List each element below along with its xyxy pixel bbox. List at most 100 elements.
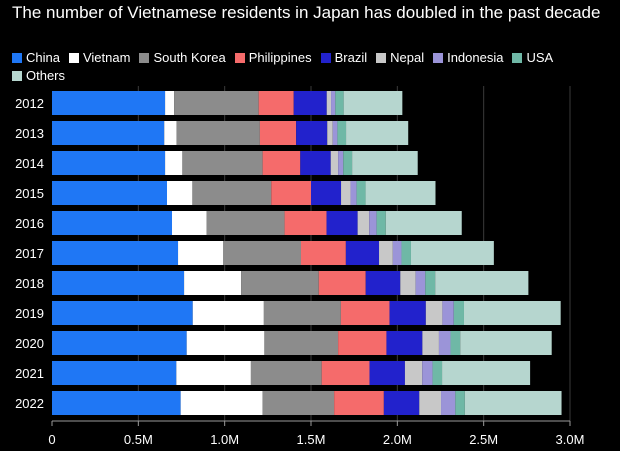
bar-segment bbox=[250, 361, 322, 385]
bar-segment bbox=[52, 331, 187, 355]
bar-segment bbox=[415, 271, 426, 295]
bar-segment bbox=[258, 91, 294, 115]
bar-segment bbox=[176, 361, 251, 385]
bar-segment bbox=[293, 91, 327, 115]
bar-segment bbox=[262, 391, 335, 415]
y-tick-label: 2014 bbox=[15, 156, 44, 171]
bar-segment bbox=[376, 211, 386, 235]
bar-segment bbox=[438, 331, 451, 355]
bar-segment bbox=[52, 361, 177, 385]
bar-segment bbox=[176, 121, 260, 145]
y-tick-label: 2017 bbox=[15, 246, 44, 261]
bar-segment bbox=[425, 301, 443, 325]
bar-segment bbox=[425, 271, 436, 295]
bar-segment bbox=[453, 301, 464, 325]
y-tick-label: 2016 bbox=[15, 216, 44, 231]
bar-segment bbox=[318, 271, 366, 295]
bar-segment bbox=[337, 121, 347, 145]
bar-segment bbox=[332, 121, 338, 145]
legend-label: Vietnam bbox=[82, 50, 131, 65]
legend-swatch bbox=[139, 53, 150, 63]
bar-segment bbox=[442, 361, 531, 385]
bar-segment bbox=[241, 271, 319, 295]
y-tick-label: 2019 bbox=[15, 306, 44, 321]
bar-segment bbox=[357, 211, 370, 235]
bar-segment bbox=[186, 331, 265, 355]
bar-segment bbox=[296, 121, 328, 145]
bar-segment bbox=[52, 91, 166, 115]
bar-segment bbox=[432, 361, 443, 385]
legend-item: USA bbox=[512, 49, 553, 67]
bar-segment bbox=[335, 91, 344, 115]
legend-label: China bbox=[26, 50, 60, 65]
bar-segment bbox=[343, 151, 353, 175]
bar-segment bbox=[263, 301, 341, 325]
bar-segment bbox=[178, 241, 224, 265]
bar-segment bbox=[379, 241, 393, 265]
legend-label: South Korea bbox=[153, 50, 226, 65]
legend-swatch bbox=[12, 71, 22, 81]
bar-segment bbox=[401, 241, 411, 265]
bar-segment bbox=[352, 151, 418, 175]
y-tick-label: 2013 bbox=[15, 126, 44, 141]
y-tick-label: 2021 bbox=[15, 366, 44, 381]
bar-segment bbox=[460, 331, 552, 355]
bar-segment bbox=[311, 181, 342, 205]
bar-segment bbox=[404, 361, 423, 385]
x-tick-label: 3.0M bbox=[556, 432, 585, 447]
bar-segment bbox=[206, 211, 285, 235]
legend-swatch bbox=[376, 53, 387, 63]
bar-segment bbox=[340, 301, 390, 325]
bar-segment bbox=[284, 211, 327, 235]
legend-item: Nepal bbox=[376, 49, 424, 67]
bar-segment bbox=[441, 391, 456, 415]
bar-segment bbox=[271, 181, 311, 205]
bar-segment bbox=[52, 151, 166, 175]
legend-item: Brazil bbox=[320, 49, 368, 67]
y-tick-label: 2015 bbox=[15, 186, 44, 201]
bar-segment bbox=[356, 181, 366, 205]
legend-label: Brazil bbox=[334, 50, 368, 65]
bar-segment bbox=[180, 391, 263, 415]
y-tick-label: 2022 bbox=[15, 396, 44, 411]
bar-segment bbox=[334, 391, 384, 415]
bar-segment bbox=[386, 331, 423, 355]
bar-segment bbox=[164, 121, 177, 145]
bar-segment bbox=[463, 301, 561, 325]
bar-segment bbox=[410, 241, 494, 265]
bar-segment bbox=[422, 361, 433, 385]
bar-segment bbox=[369, 211, 377, 235]
bar-segment bbox=[327, 121, 333, 145]
bar-segment bbox=[464, 391, 562, 415]
bar-segment bbox=[174, 91, 259, 115]
bar-segment bbox=[326, 211, 358, 235]
legend-swatch bbox=[433, 53, 444, 63]
legend-swatch bbox=[12, 53, 22, 63]
bar-segment bbox=[338, 331, 387, 355]
legend-item: China bbox=[12, 49, 60, 67]
bar-segment bbox=[52, 391, 181, 415]
bar-segment bbox=[345, 241, 380, 265]
bar-segment bbox=[330, 151, 339, 175]
bar-segment bbox=[262, 151, 301, 175]
bar-segment bbox=[300, 151, 331, 175]
bar-segment bbox=[321, 361, 370, 385]
legend-label: Others bbox=[26, 68, 66, 83]
legend-label: Indonesia bbox=[447, 50, 504, 65]
bar-segment bbox=[383, 391, 420, 415]
legend-swatch bbox=[320, 53, 331, 63]
x-tick-label: 1.0M bbox=[210, 432, 239, 447]
legend-swatch bbox=[512, 53, 523, 63]
bar-segment bbox=[182, 151, 263, 175]
legend-item: South Korea bbox=[139, 49, 226, 67]
legend-label: USA bbox=[526, 50, 554, 65]
bar-segment bbox=[455, 391, 465, 415]
bar-segment bbox=[400, 271, 416, 295]
chart-legend: China Vietnam South Korea Philippines Brazil… bbox=[12, 49, 612, 85]
y-tick-label: 2020 bbox=[15, 336, 44, 351]
bar-segment bbox=[52, 241, 179, 265]
bar-segment bbox=[300, 241, 346, 265]
legend-item: Others bbox=[12, 67, 65, 85]
bar-segment bbox=[52, 211, 173, 235]
bar-segment bbox=[259, 121, 297, 145]
